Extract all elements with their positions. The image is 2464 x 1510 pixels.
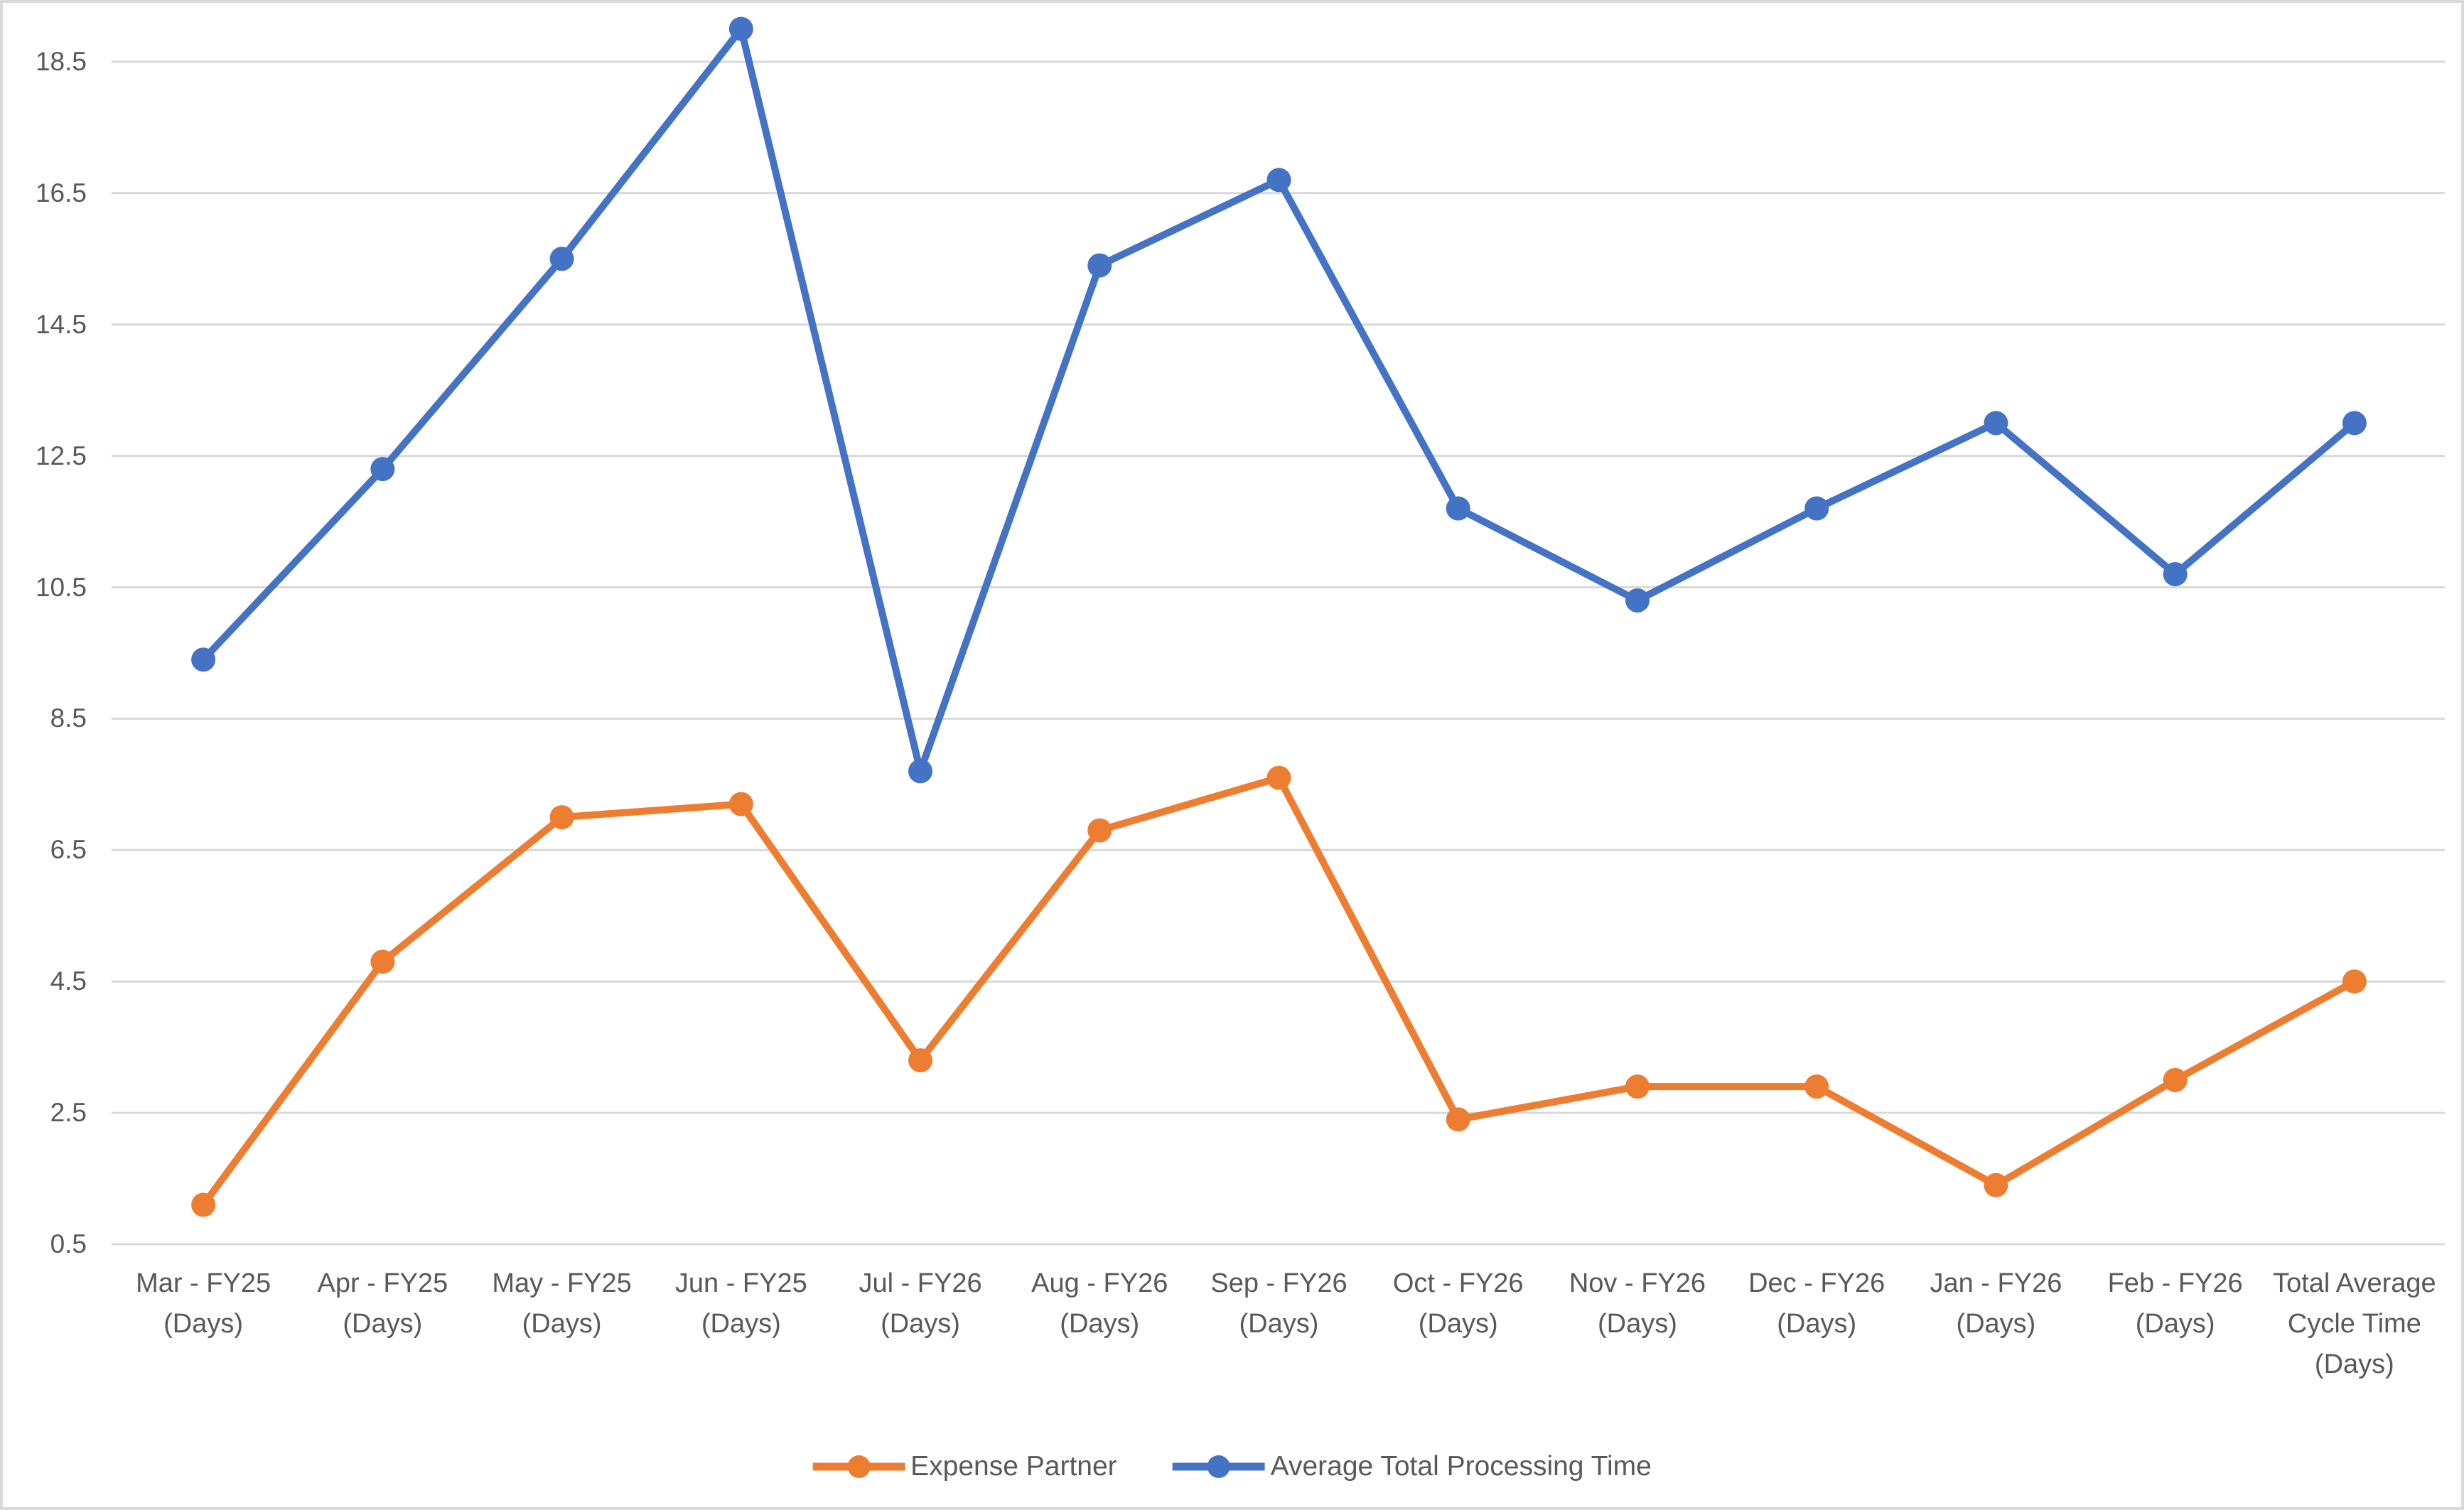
legend-item-0: Expense Partner (812, 1451, 1117, 1482)
data-point-0-7 (1446, 1107, 1470, 1132)
data-point-0-9 (1804, 1074, 1829, 1099)
y-tick-label: 14.5 (35, 309, 87, 339)
data-point-1-4 (908, 759, 933, 784)
data-point-0-8 (1625, 1074, 1650, 1099)
x-category-label: Jan - FY26 (Days) (1930, 1268, 2062, 1339)
y-tick-label: 4.5 (50, 966, 87, 996)
data-point-0-11 (2163, 1067, 2188, 1092)
data-point-0-12 (2342, 969, 2367, 994)
data-point-1-10 (1984, 411, 2008, 436)
x-category-label: Dec - FY26 (Days) (1748, 1268, 1885, 1339)
data-point-1-2 (549, 247, 574, 271)
x-category-label: May - FY25 (Days) (492, 1268, 632, 1339)
x-category-label: Total Average Cycle Time (Days) (2273, 1268, 2436, 1379)
data-point-1-3 (728, 16, 753, 41)
data-point-0-1 (370, 949, 395, 974)
legend-label: Average Total Processing Time (1270, 1451, 1652, 1482)
x-category-label: Jun - FY25 (Days) (674, 1268, 807, 1339)
data-point-1-6 (1266, 168, 1291, 193)
data-point-0-6 (1266, 765, 1291, 790)
data-point-1-9 (1804, 496, 1829, 521)
legend-label: Expense Partner (910, 1451, 1117, 1482)
data-point-0-3 (728, 792, 753, 816)
x-category-label: Jul - FY26 (Days) (859, 1268, 982, 1339)
legend-item-1: Average Total Processing Time (1172, 1451, 1652, 1482)
legend: Expense Partner Average Total Processing … (812, 1451, 1652, 1482)
legend-marker-icon (1172, 1455, 1265, 1478)
x-category-label: Apr - FY25 (Days) (317, 1268, 448, 1339)
data-point-1-12 (2342, 411, 2367, 436)
series-line-0 (200, 774, 2358, 1209)
x-category-label: Sep - FY26 (Days) (1210, 1268, 1347, 1339)
y-tick-label: 2.5 (50, 1098, 87, 1128)
data-point-1-5 (1087, 253, 1112, 278)
data-point-1-11 (2163, 562, 2188, 587)
x-category-label: Nov - FY26 (Days) (1569, 1268, 1706, 1339)
y-tick-label: 0.5 (50, 1229, 87, 1258)
series-line-1 (200, 25, 2358, 775)
data-point-0-5 (1087, 818, 1112, 843)
data-point-0-10 (1984, 1172, 2008, 1197)
y-tick-label: 8.5 (50, 703, 87, 733)
y-tick-label: 10.5 (35, 572, 87, 602)
x-category-label: Feb - FY26 (Days) (2107, 1268, 2243, 1339)
y-tick-label: 16.5 (35, 178, 87, 207)
y-tick-label: 18.5 (35, 46, 87, 76)
data-point-0-2 (549, 805, 574, 830)
x-category-label: Mar - FY25 (Days) (136, 1268, 271, 1339)
x-category-label: Aug - FY26 (Days) (1031, 1268, 1168, 1339)
data-point-1-8 (1625, 588, 1650, 613)
data-point-1-7 (1446, 496, 1470, 521)
data-point-0-0 (191, 1192, 216, 1217)
data-point-0-4 (908, 1048, 933, 1073)
data-point-1-1 (370, 457, 395, 482)
y-tick-label: 6.5 (50, 835, 87, 865)
data-point-1-0 (191, 647, 216, 672)
legend-marker-icon (812, 1455, 905, 1478)
x-category-label: Oct - FY26 (Days) (1392, 1268, 1524, 1339)
y-tick-label: 12.5 (35, 441, 87, 470)
